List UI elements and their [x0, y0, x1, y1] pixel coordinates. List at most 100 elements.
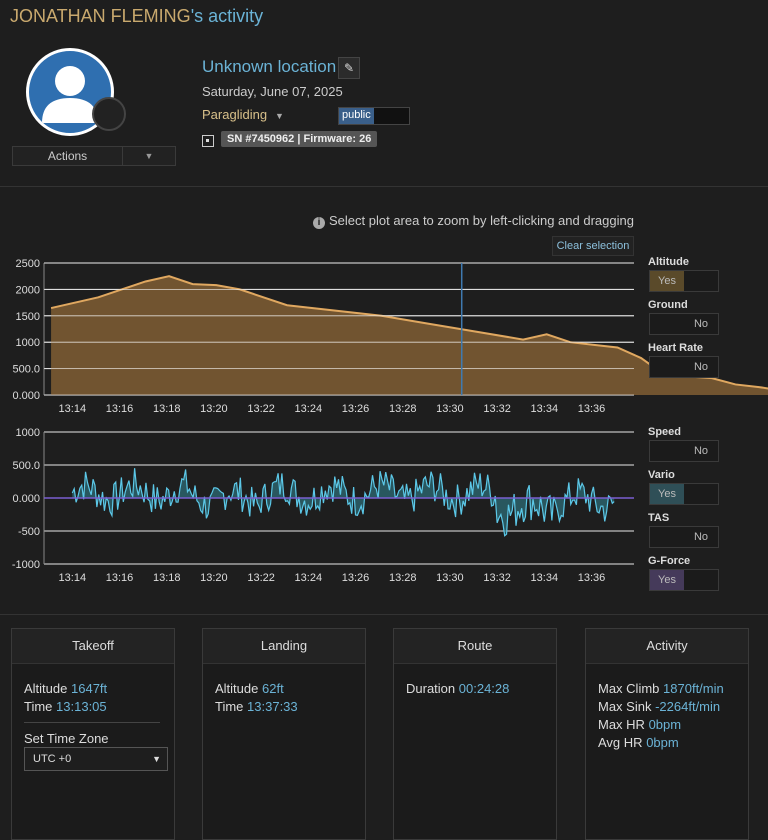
y-tick-label: 2500	[16, 258, 40, 270]
route-duration: Duration 00:24:28	[406, 681, 509, 696]
route-card: Route Duration 00:24:28	[393, 628, 557, 840]
toggle-state: No	[693, 445, 709, 457]
actions-dropdown[interactable]: Actions ▼	[12, 146, 176, 166]
toggle-state: No	[693, 531, 709, 543]
x-tick-label: 13:36	[578, 572, 606, 584]
sport-dropdown[interactable]: Paragliding ▼	[202, 107, 284, 122]
max-climb: Max Climb 1870ft/min	[598, 681, 724, 696]
max-sink-label: Max Sink	[598, 699, 652, 714]
landing-time: Time 13:37:33	[215, 699, 298, 714]
chevron-down-icon: ▼	[275, 111, 284, 121]
avg-hr-value: 0bpm	[646, 735, 679, 750]
takeoff-title: Takeoff	[12, 629, 174, 664]
takeoff-time: Time 13:13:05	[24, 699, 107, 714]
toggle-label-tas: TAS	[648, 512, 670, 524]
takeoff-card: Takeoff Altitude 1647ft Time 13:13:05 Se…	[11, 628, 175, 840]
flight-date: Saturday, June 07, 2025	[202, 84, 343, 99]
visibility-fill	[339, 108, 374, 124]
device-checkbox[interactable]	[202, 135, 214, 147]
landing-altitude-value: 62ft	[262, 681, 284, 696]
x-tick-label: 13:34	[531, 572, 559, 584]
loading-spinner-icon	[92, 97, 126, 131]
takeoff-altitude-label: Altitude	[24, 681, 68, 696]
visibility-label: public	[342, 109, 371, 121]
time-zone-select[interactable]: UTC +0 ▼	[24, 747, 168, 771]
chevron-down-icon: ▼	[152, 754, 161, 764]
toggle-state: No	[693, 318, 709, 330]
pencil-icon: ✎	[343, 61, 355, 75]
x-tick-label: 13:26	[342, 572, 370, 584]
landing-title: Landing	[203, 629, 365, 664]
route-title: Route	[394, 629, 556, 664]
toggle-label-g-force: G-Force	[648, 555, 691, 567]
divider	[24, 722, 160, 723]
divider	[0, 614, 768, 615]
altitude-area	[51, 276, 768, 395]
duration-label: Duration	[406, 681, 456, 696]
x-tick-label: 13:26	[342, 403, 370, 415]
duration-value: 00:24:28	[458, 681, 510, 696]
y-tick-label: 500.0	[12, 364, 40, 376]
x-tick-label: 13:28	[389, 403, 417, 415]
y-tick-label: -500	[18, 526, 40, 538]
landing-altitude: Altitude 62ft	[215, 681, 284, 696]
edit-location-button[interactable]: ✎	[338, 57, 360, 79]
activity-title: Activity	[586, 629, 748, 664]
visibility-toggle[interactable]: public	[338, 107, 410, 125]
x-tick-label: 13:16	[106, 403, 134, 415]
landing-altitude-label: Altitude	[215, 681, 259, 696]
toggle-speed[interactable]: No	[649, 440, 719, 462]
page-title: JONATHAN FLEMING's activity	[10, 6, 263, 27]
x-tick-label: 13:16	[106, 572, 134, 584]
toggle-label-speed: Speed	[648, 426, 682, 438]
x-tick-label: 13:36	[578, 403, 606, 415]
toggle-altitude[interactable]: Yes	[649, 270, 719, 292]
x-tick-label: 13:32	[483, 572, 511, 584]
toggle-ground[interactable]: No	[649, 313, 719, 335]
landing-time-value: 13:37:33	[247, 699, 298, 714]
y-tick-label: 0.000	[12, 493, 40, 505]
user-icon	[42, 66, 98, 123]
y-tick-label: 0.000	[12, 390, 40, 402]
toggle-g-force[interactable]: Yes	[649, 569, 719, 591]
chevron-down-icon[interactable]: ▼	[144, 151, 154, 161]
time-zone-value: UTC +0	[33, 753, 72, 765]
toggle-state: No	[693, 361, 709, 373]
landing-card: Landing Altitude 62ft Time 13:37:33	[202, 628, 366, 840]
x-tick-label: 13:30	[436, 403, 464, 415]
toggle-vario[interactable]: Yes	[649, 483, 719, 505]
takeoff-time-value: 13:13:05	[56, 699, 107, 714]
y-tick-label: 1500	[16, 311, 40, 323]
landing-time-label: Time	[215, 699, 244, 714]
info-icon: i	[313, 217, 325, 229]
x-tick-label: 13:18	[153, 403, 181, 415]
toggle-label-heart-rate: Heart Rate	[648, 342, 704, 354]
time-zone-label: Set Time Zone	[24, 731, 109, 746]
toggle-heart-rate[interactable]: No	[649, 356, 719, 378]
clear-selection-button[interactable]: Clear selection	[552, 236, 634, 256]
max-sink-value: -2264ft/min	[655, 699, 721, 714]
max-hr: Max HR 0bpm	[598, 717, 681, 732]
x-tick-label: 13:24	[295, 403, 323, 415]
x-tick-label: 13:20	[200, 572, 228, 584]
toggle-state: Yes	[650, 271, 684, 291]
x-tick-label: 13:14	[59, 572, 87, 584]
takeoff-time-label: Time	[24, 699, 53, 714]
takeoff-altitude-value: 1647ft	[71, 681, 108, 696]
divider	[0, 186, 768, 187]
zoom-hint-text: Select plot area to zoom by left-clickin…	[329, 213, 634, 228]
takeoff-altitude: Altitude 1647ft	[24, 681, 107, 696]
x-tick-label: 13:14	[59, 403, 87, 415]
x-tick-label: 13:34	[531, 403, 559, 415]
max-climb-label: Max Climb	[598, 681, 660, 696]
x-tick-label: 13:24	[295, 572, 323, 584]
y-tick-label: 1000	[16, 337, 40, 349]
y-tick-label: -1000	[12, 559, 40, 571]
toggle-tas[interactable]: No	[649, 526, 719, 548]
zoom-hint: i Select plot area to zoom by left-clicki…	[313, 213, 634, 229]
pilot-name: JONATHAN FLEMING	[10, 6, 191, 26]
toggle-state: Yes	[650, 484, 684, 504]
max-sink: Max Sink -2264ft/min	[598, 699, 720, 714]
x-tick-label: 13:20	[200, 403, 228, 415]
